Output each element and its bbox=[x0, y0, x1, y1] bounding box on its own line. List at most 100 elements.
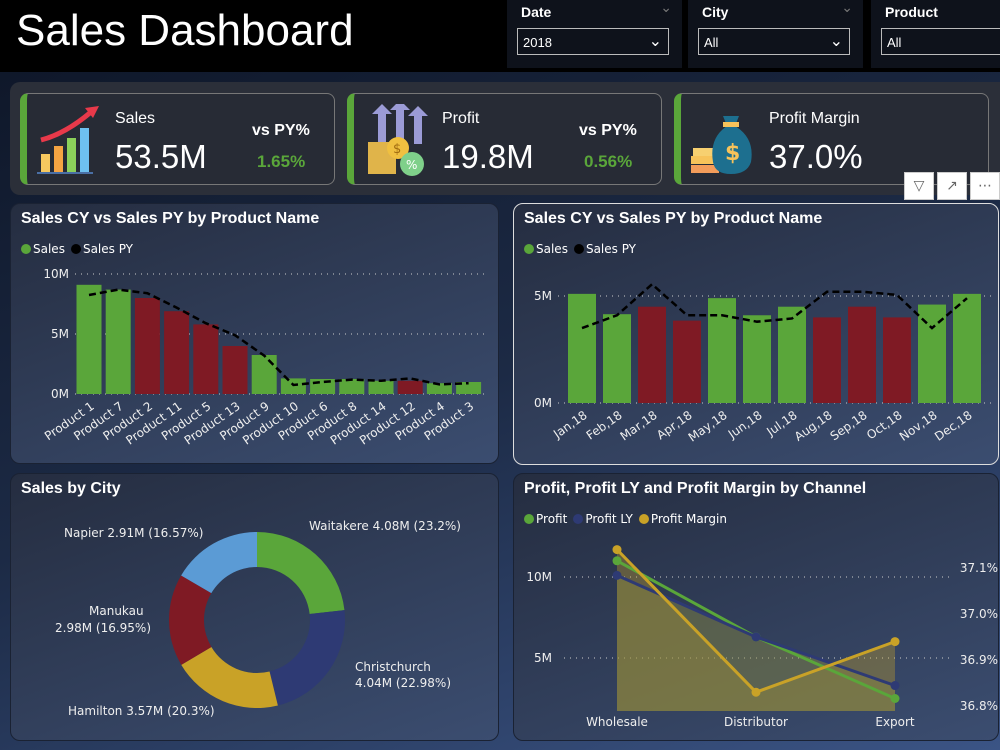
x-tick-label: Mar,18 bbox=[618, 408, 660, 443]
y-tick-label: 0M bbox=[51, 387, 69, 401]
x-tick-label: Wholesale bbox=[586, 715, 648, 729]
bar-product-4 bbox=[426, 383, 452, 394]
line-plot: 5M 10M 36.8% 36.9% 37.0% 37.1% Wholesale Distri… bbox=[526, 545, 998, 729]
svg-text:$: $ bbox=[725, 141, 740, 166]
y-tick-label: 10M bbox=[43, 267, 69, 281]
kpi-name: Sales bbox=[115, 110, 156, 127]
legend-item-sales-py[interactable]: Sales PY bbox=[573, 242, 636, 256]
legend-item-sales-py[interactable]: Sales PY bbox=[70, 242, 133, 256]
svg-text:$: $ bbox=[393, 142, 401, 157]
bar-product-14 bbox=[368, 380, 394, 394]
legend-item-sales[interactable]: Sales bbox=[524, 242, 568, 256]
filter-icon[interactable]: ▽ bbox=[904, 172, 934, 200]
bar-product-11 bbox=[164, 311, 190, 394]
chart-legend: Sales Sales PY bbox=[524, 242, 636, 256]
profit-margin-point bbox=[612, 545, 622, 555]
kpi-card-profit[interactable]: $ % Profit 19.8M vs PY% 0.56% bbox=[347, 93, 662, 185]
y-tick-label: 5M bbox=[51, 327, 69, 341]
visual-header: ▽ ↗ ⋯ bbox=[904, 172, 1000, 200]
x-tick-label: Nov,18 bbox=[897, 408, 940, 444]
date-slicer: Date ⌄ 2018 ⌄ bbox=[507, 0, 682, 68]
header-bar: Sales Dashboard Date ⌄ 2018 ⌄ City ⌄ All ⌄… bbox=[0, 0, 1000, 72]
kpi-vs-label: vs PY% bbox=[579, 122, 637, 139]
chevron-down-icon[interactable]: ⌄ bbox=[660, 0, 672, 16]
x-tick-label: Sep,18 bbox=[828, 408, 870, 443]
x-tick-label: Oct,18 bbox=[864, 408, 905, 442]
chevron-down-icon: ⌄ bbox=[648, 33, 662, 50]
legend-item-sales[interactable]: Sales bbox=[21, 242, 65, 256]
city-dropdown[interactable]: All ⌄ bbox=[698, 28, 850, 55]
bar-product-2 bbox=[134, 298, 160, 394]
kpi-card-sales[interactable]: Sales 53.5M vs PY% 1.65% bbox=[20, 93, 335, 185]
y2-tick-label: 36.8% bbox=[960, 699, 998, 713]
kpi-value: 19.8M bbox=[442, 138, 534, 175]
bar-product-7 bbox=[105, 289, 131, 394]
bar-aug-18 bbox=[813, 317, 841, 403]
sales-by-city-chart[interactable]: Sales by City Waitakere 4.08M (23.2%) Ch… bbox=[10, 473, 499, 741]
data-label: Christchurch bbox=[355, 660, 431, 674]
x-tick-label: Dec,18 bbox=[932, 408, 975, 444]
slice-manukau bbox=[169, 575, 212, 665]
bar-product-5 bbox=[193, 324, 219, 394]
kpi-strip: Sales 53.5M vs PY% 1.65% $ % Profit 19.8… bbox=[10, 82, 1000, 195]
kpi-value: 37.0% bbox=[769, 138, 863, 175]
sales-py-line bbox=[88, 288, 469, 387]
date-dropdown[interactable]: 2018 ⌄ bbox=[517, 28, 669, 55]
profit-ly-point bbox=[890, 681, 900, 691]
dropdown-value: All bbox=[887, 35, 902, 50]
bar-may-18 bbox=[708, 298, 736, 403]
profit-ly-area bbox=[617, 575, 895, 711]
slice-christchurch bbox=[269, 610, 345, 706]
bar-jun-18 bbox=[743, 315, 771, 403]
kpi-name: Profit bbox=[442, 110, 480, 127]
x-tick-label: Jan,18 bbox=[550, 408, 590, 442]
y-tick-label: 5M bbox=[534, 289, 552, 303]
profit-margin-point bbox=[890, 637, 900, 647]
profit-margin-area bbox=[617, 549, 895, 711]
data-label: Manukau bbox=[89, 604, 144, 618]
slice-hamilton bbox=[181, 646, 278, 708]
data-label: Waitakere 4.08M (23.2%) bbox=[309, 519, 461, 533]
slicer-label: Product bbox=[885, 4, 938, 20]
profit-ly-point bbox=[612, 570, 622, 580]
profit-ly-point bbox=[751, 632, 761, 642]
chevron-down-icon: ⌄ bbox=[829, 33, 843, 50]
y-tick-label: 10M bbox=[526, 570, 552, 584]
bar-dec-18 bbox=[953, 293, 981, 403]
x-tick-label: Feb,18 bbox=[584, 408, 625, 443]
y2-tick-label: 37.1% bbox=[960, 561, 998, 575]
product-sales-chart[interactable]: Sales CY vs Sales PY by Product Name Sal… bbox=[10, 203, 499, 464]
kpi-card-profit-margin[interactable]: $ Profit Margin 37.0% bbox=[674, 93, 989, 185]
y2-tick-label: 37.0% bbox=[960, 607, 998, 621]
slicer-label: City bbox=[702, 4, 729, 20]
data-label: 2.98M (16.95%) bbox=[55, 621, 152, 635]
legend-item-profit[interactable]: Profit bbox=[524, 512, 567, 526]
legend-item-profit-ly[interactable]: Profit LY bbox=[573, 512, 633, 526]
kpi-vs-value: 0.56% bbox=[584, 152, 633, 171]
monthly-sales-chart[interactable]: Sales CY vs Sales PY by Product Name Sal… bbox=[513, 203, 999, 465]
x-tick-label: Export bbox=[875, 715, 915, 729]
product-dropdown[interactable]: All bbox=[881, 28, 1000, 55]
data-label: Hamilton 3.57M (20.3%) bbox=[68, 704, 215, 718]
channel-profit-chart[interactable]: Profit, Profit LY and Profit Margin by C… bbox=[513, 473, 999, 741]
bar-mar-18 bbox=[638, 306, 666, 403]
bar-sep-18 bbox=[848, 306, 876, 403]
data-label: Napier 2.91M (16.57%) bbox=[64, 526, 204, 540]
x-tick-label: Jun,18 bbox=[725, 408, 765, 442]
chart-legend: Profit Profit LY Profit Margin bbox=[524, 512, 727, 526]
x-tick-label: Aug,18 bbox=[792, 408, 835, 444]
chevron-down-icon[interactable]: ⌄ bbox=[841, 0, 853, 16]
focus-mode-icon[interactable]: ↗ bbox=[937, 172, 967, 200]
x-tick-label: Distributor bbox=[724, 715, 788, 729]
chart-title: Sales CY vs Sales PY by Product Name bbox=[524, 210, 823, 227]
bar-product-13 bbox=[222, 346, 248, 394]
bar-product-6 bbox=[310, 379, 336, 394]
money-bag-icon: $ bbox=[691, 116, 752, 174]
more-options-icon[interactable]: ⋯ bbox=[970, 172, 1000, 200]
legend-item-profit-margin[interactable]: Profit Margin bbox=[638, 512, 727, 526]
chart-title: Profit, Profit LY and Profit Margin by C… bbox=[524, 480, 867, 497]
slice-waitakere bbox=[257, 532, 345, 615]
profit-point bbox=[612, 556, 622, 566]
page-title: Sales Dashboard bbox=[16, 6, 354, 55]
